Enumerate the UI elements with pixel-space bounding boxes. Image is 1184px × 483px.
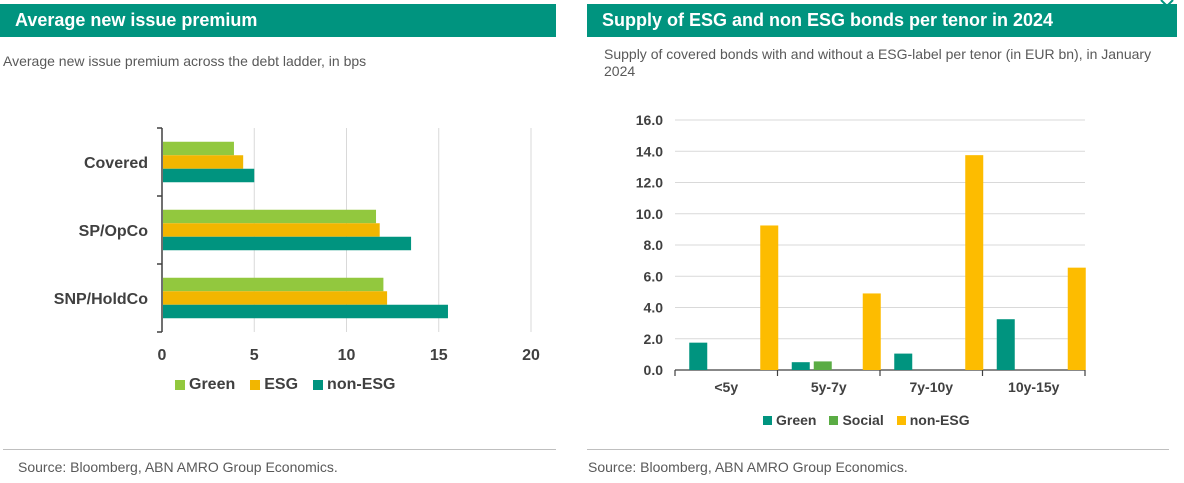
bar-green-5y [689,342,708,370]
legend-label-non-esg: non-ESG [909,412,970,428]
legend-swatch-green [763,415,772,425]
bar-social-5y-7y [813,361,832,370]
y-tick-label: 2.0 [644,331,664,347]
legend-item-esg: ESG [250,376,298,394]
right-source-note: Source: Bloomberg, ABN AMRO Group Econom… [588,459,908,475]
legend-swatch-non-esg [896,415,906,425]
bar-non-esg-7y-10y [965,155,984,370]
bar-esg-snp-holdco [163,291,388,305]
bar-esg-covered [163,155,244,169]
left-source-note: Source: Bloomberg, ABN AMRO Group Econom… [18,459,338,475]
bar-green-snp-holdco [163,277,384,292]
legend-swatch-green [175,380,185,390]
legend-label-social: Social [842,412,884,428]
right-chart-subtitle: Supply of covered bonds with and without… [604,46,1152,79]
legend-label-green: Green [189,376,236,393]
y-category-label: SNP/HoldCo [54,291,148,308]
x-tick-label: 5 [250,347,259,364]
legend-item-green: Green [175,376,235,394]
legend-label-green: Green [776,412,817,428]
x-category-label: 7y-10y [909,379,953,395]
y-tick-label: 16.0 [636,112,663,128]
y-category-label: Covered [84,155,148,172]
bar-green-7y-10y [894,353,913,370]
x-category-label: <5y [714,379,738,395]
y-category-label: SP/OpCo [79,223,149,240]
left-chart-title: Average new issue premium [0,4,556,37]
left-chart-panel: Average new issue premium Average new is… [0,0,556,483]
legend-label-non-esg: non-ESG [327,376,396,393]
y-tick-label: 4.0 [644,300,664,316]
y-tick-label: 6.0 [644,268,664,284]
right-chart-legend: Green Social non-ESG [763,412,983,428]
legend-item-green: Green [763,412,816,428]
bar-green-covered [163,141,234,156]
bar-non-esg-snp-holdco [163,304,448,319]
y-tick-label: 0.0 [644,362,664,378]
y-tick-label: 10.0 [636,206,663,222]
right-chart-panel: Supply of ESG and non ESG bonds per teno… [587,0,1177,483]
legend-item-social: Social [829,412,884,428]
x-tick-label: 20 [522,347,540,364]
legend-item-non-esg: non-ESG [313,376,395,394]
legend-swatch-non-esg [313,380,324,390]
right-source-divider [587,449,1169,450]
legend-label-esg: ESG [264,376,299,393]
bar-non-esg-covered [163,168,255,183]
y-tick-label: 8.0 [644,237,664,253]
y-tick-label: 14.0 [636,143,663,159]
corner-arrow-icon [1160,0,1174,8]
bar-non-esg-10y-15y [1067,267,1086,370]
left-bar-chart: 0 5 10 15 20 Covered SP/OpCo SNP/HoldCo [54,127,540,364]
left-chart-legend: Green ESG non-ESG [175,376,410,394]
y-tick-label: 12.0 [636,175,663,191]
left-chart-subtitle: Average new issue premium across the deb… [3,53,367,69]
legend-swatch-esg [250,380,261,390]
x-category-label: 5y-7y [811,379,847,395]
bar-green-sp-opco [163,209,377,224]
bar-esg-sp-opco [163,223,380,237]
x-tick-label: 10 [338,347,356,364]
x-tick-label: 0 [158,347,167,364]
left-source-divider [3,449,556,450]
legend-item-non-esg: non-ESG [896,412,970,428]
bar-non-esg-5y [760,225,779,370]
bar-green-5y-7y [791,362,810,370]
right-chart-title: Supply of ESG and non ESG bonds per teno… [587,4,1177,37]
x-category-label: 10y-15y [1008,379,1060,395]
bar-non-esg-sp-opco [163,236,412,251]
right-bar-chart: 0.0 2.0 4.0 6.0 8.0 10.0 12.0 14.0 16.0 <5y 5y-7y 7… [636,112,1086,395]
bar-non-esg-5y-7y [862,293,881,370]
legend-swatch-social [829,415,839,425]
bar-green-10y-15y [996,319,1015,370]
x-tick-label: 15 [430,347,448,364]
